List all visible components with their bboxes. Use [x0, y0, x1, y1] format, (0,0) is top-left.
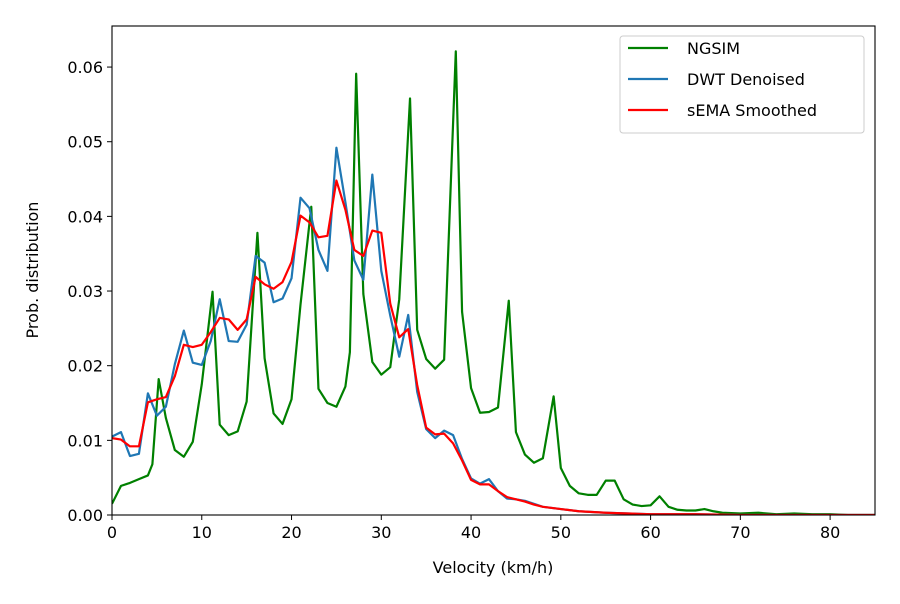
y-tick-label: 0.05: [67, 133, 103, 152]
x-tick-label: 0: [107, 523, 117, 542]
y-axis-label: Prob. distribution: [23, 202, 42, 339]
x-tick-label: 70: [730, 523, 750, 542]
x-tick-label: 30: [371, 523, 391, 542]
legend-label-sema-smoothed: sEMA Smoothed: [687, 101, 817, 120]
x-tick-label: 50: [551, 523, 571, 542]
y-tick-label: 0.06: [67, 58, 103, 77]
legend-label-ngsim: NGSIM: [687, 39, 740, 58]
y-tick-label: 0.02: [67, 357, 103, 376]
x-axis-label: Velocity (km/h): [433, 558, 554, 577]
y-tick-label: 0.04: [67, 207, 103, 226]
axis-layer: 0 10 20 30 40 50 60 70 80 0.000.010.020.030.040.…: [23, 25, 876, 577]
series-line-sema-smoothed: [112, 179, 875, 515]
series-line-ngsim: [112, 50, 875, 515]
legend: NGSIM DWT Denoised sEMA Smoothed: [619, 35, 865, 134]
legend-items: NGSIM DWT Denoised sEMA Smoothed: [628, 39, 817, 120]
x-tick-label: 10: [192, 523, 212, 542]
y-axis-ticks: 0.00 0.01 0.02 0.03 0.04 0.05 0.06: [67, 58, 112, 525]
legend-label-dwt-denoised: DWT Denoised: [687, 70, 805, 89]
series-layer: [112, 50, 875, 515]
x-tick-label: 20: [281, 523, 301, 542]
plot-frame: [111, 25, 876, 516]
x-tick-label: 40: [461, 523, 481, 542]
x-tick-label: 60: [640, 523, 660, 542]
y-tick-label: 0.03: [67, 282, 103, 301]
x-axis-ticks: 0 10 20 30 40 50 60 70 80: [107, 515, 840, 542]
legend-box: [619, 35, 865, 134]
x-tick-label: 80: [820, 523, 840, 542]
y-tick-label: 0.00: [67, 506, 103, 525]
y-tick-label: 0.01: [67, 431, 103, 450]
